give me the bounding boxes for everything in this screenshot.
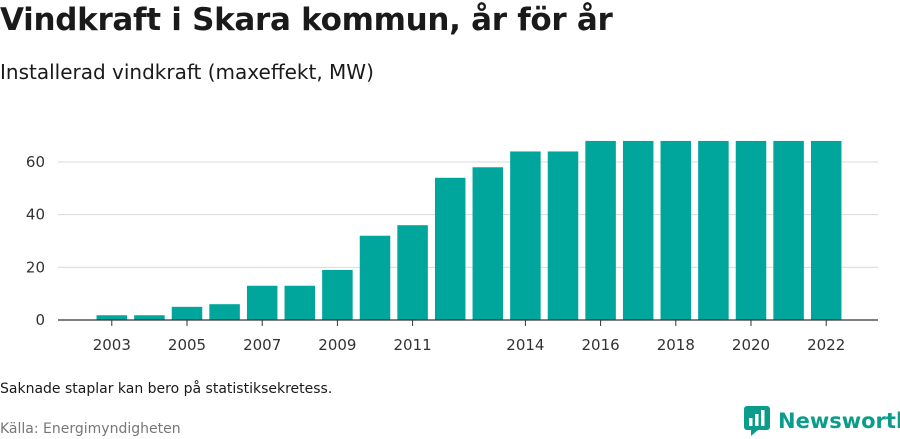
y-tick-label: 0 <box>35 311 45 329</box>
bar-2018 <box>660 140 692 320</box>
bar-2004 <box>134 315 165 320</box>
x-tick-label: 2007 <box>243 336 281 354</box>
x-tick-label: 2018 <box>657 336 695 354</box>
bar-2015 <box>547 151 579 320</box>
bar-2010 <box>359 235 391 320</box>
x-tick-label: 2011 <box>394 336 432 354</box>
bar-2011 <box>397 225 428 320</box>
x-tick-label: 2022 <box>807 336 845 354</box>
newsworthy-logo-icon <box>744 406 770 436</box>
bar-2016 <box>585 140 616 320</box>
bar-2012 <box>434 177 466 320</box>
bar-2014 <box>510 151 541 320</box>
bar-2008 <box>284 285 316 320</box>
x-tick-label: 2020 <box>732 336 770 354</box>
bar-2005 <box>171 306 203 320</box>
bar-2020 <box>735 140 767 320</box>
bar-2003 <box>96 315 128 320</box>
bar-2013 <box>472 167 504 320</box>
bar-2009 <box>322 269 353 320</box>
x-tick-label: 2014 <box>506 336 544 354</box>
bar-2019 <box>698 140 729 320</box>
bar-2006 <box>209 304 240 320</box>
y-tick-label: 20 <box>26 258 45 276</box>
bar-2021 <box>773 140 804 320</box>
footnote: Saknade staplar kan bero på statistiksek… <box>0 381 333 397</box>
bar-2007 <box>246 285 278 320</box>
bar-2022 <box>810 140 842 320</box>
x-tick-label: 2003 <box>93 336 131 354</box>
x-tick-label: 2016 <box>582 336 620 354</box>
source-credit: Källa: Energimyndigheten <box>0 421 181 437</box>
bar-2017 <box>622 140 654 320</box>
x-tick-label: 2009 <box>318 336 356 354</box>
chart-title: Vindkraft i Skara kommun, år för år <box>0 2 613 38</box>
y-tick-label: 60 <box>26 153 45 171</box>
x-tick-label: 2005 <box>168 336 206 354</box>
newsworthy-logo-text: Newsworthy <box>778 409 900 433</box>
chart-subtitle: Installerad vindkraft (maxeffekt, MW) <box>0 60 374 84</box>
newsworthy-logo: Newsworthy <box>744 404 900 438</box>
y-tick-label: 40 <box>26 206 45 224</box>
